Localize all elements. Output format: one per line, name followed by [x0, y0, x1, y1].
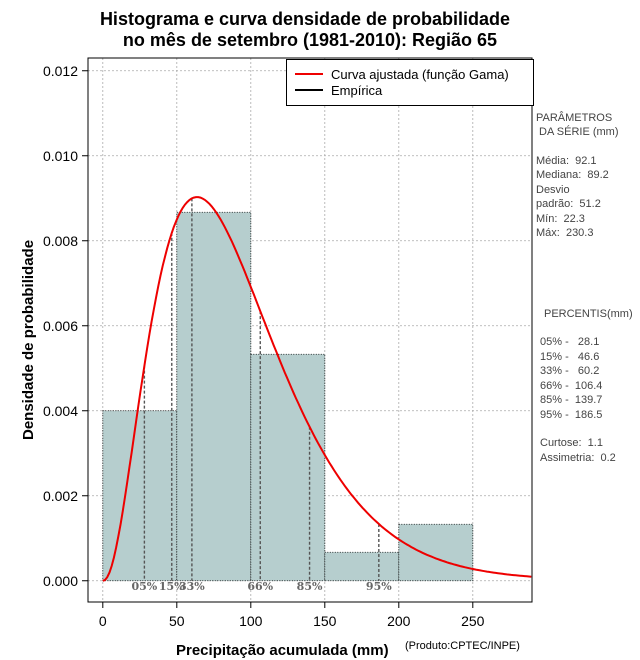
histogram-bar [324, 551, 400, 582]
x-tick-label: 150 [313, 613, 337, 629]
stats-mediana: Mediana: 89.2 [536, 169, 609, 181]
stats-heading-2: DA SÉRIE (mm) [536, 126, 619, 138]
legend-label-empirical: Empírica [331, 82, 383, 98]
y-tick-label: 0.008 [43, 233, 78, 249]
fitted-gamma-curve [102, 196, 532, 582]
x-tick-label: 250 [461, 613, 485, 629]
y-tick-label: 0.004 [43, 403, 78, 419]
percentile-label: 66% [247, 580, 273, 593]
legend-item-empirical: Empírica [295, 82, 382, 98]
percentile-label: 33% [179, 580, 205, 593]
stats-panel: PARÂMETROS DA SÉRIE (mm) Média: 92.1 Media… [536, 96, 619, 255]
percentil-row: 66% - 106.4 [540, 379, 603, 392]
legend-item-fitted: Curva ajustada (função Gama) [295, 66, 509, 82]
percentil-row: 95% - 186.5 [540, 408, 603, 421]
percentil-row: 05% - 28.1 [540, 336, 600, 348]
stats-max: Máx: 230.3 [536, 227, 594, 239]
y-tick-label: 0.002 [43, 488, 78, 504]
x-tick-label: 200 [387, 613, 411, 629]
assimetria: Assimetria: 0.2 [540, 451, 616, 464]
legend-swatch-red [295, 73, 323, 75]
x-tick-label: 50 [169, 613, 185, 629]
percentis-heading: PERCENTIS(mm) [544, 307, 633, 320]
stats-desvio-1: Desvio [536, 183, 570, 196]
plot-frame [87, 57, 533, 603]
y-tick-label: 0.000 [43, 573, 78, 589]
stats-desvio-2: padrão: 51.2 [536, 198, 601, 210]
stats-media: Média: 92.1 [536, 154, 597, 167]
histogram-bar [176, 211, 252, 582]
legend: Curva ajustada (função Gama) Empírica [286, 59, 534, 106]
percentile-label: 85% [297, 580, 323, 593]
x-axis-label: Precipitação acumulada (mm) [176, 642, 389, 659]
stats-heading-1: PARÂMETROS [536, 111, 613, 124]
percentis-panel: PERCENTIS(mm) 05% - 28.1 15% - 46.6 33% - 6… [540, 292, 633, 480]
legend-swatch-black [295, 89, 323, 91]
percentile-label: 05% [132, 580, 158, 593]
x-tick-label: 100 [239, 613, 263, 629]
percentil-row: 33% - 60.2 [540, 365, 600, 377]
percentil-row: 15% - 46.6 [540, 350, 600, 363]
percentil-row: 85% - 139.7 [540, 394, 603, 406]
histogram-bar [398, 523, 474, 582]
chart-title-line2: no mês de setembro (1981-2010): Região 6… [122, 30, 498, 50]
y-tick-label: 0.012 [43, 63, 78, 79]
legend-label-fitted: Curva ajustada (função Gama) [331, 66, 509, 82]
curtose: Curtose: 1.1 [540, 437, 603, 449]
y-tick-label: 0.006 [43, 318, 78, 334]
stats-min: Mín: 22.3 [536, 212, 585, 225]
chart-title-line1: Histograma e curva densidade de probabil… [99, 9, 511, 29]
percentile-label: 95% [366, 580, 392, 593]
percentile-label: 15% [159, 580, 185, 593]
histogram-bar [250, 353, 326, 582]
product-credit: (Produto:CPTEC/INPE) [405, 640, 520, 652]
y-tick-label: 0.010 [43, 148, 78, 164]
x-tick-label: 0 [99, 613, 107, 629]
y-axis-label: Densidade de probabilidade [20, 239, 37, 440]
